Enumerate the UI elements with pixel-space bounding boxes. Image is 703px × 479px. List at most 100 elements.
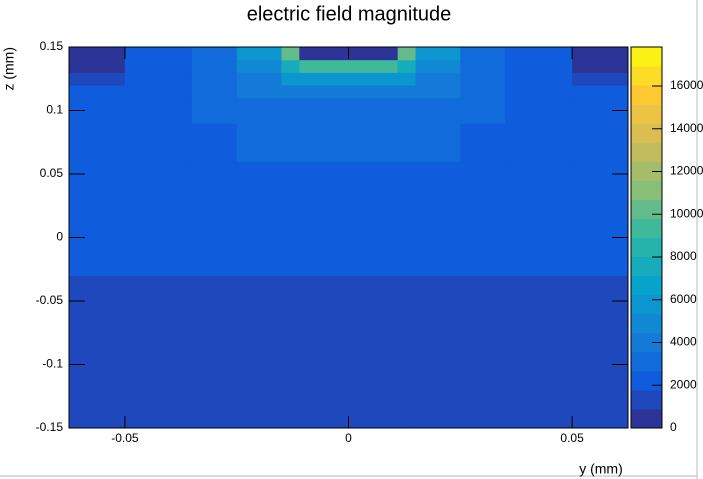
heatmap-cell xyxy=(281,237,300,277)
heatmap-cell xyxy=(191,47,238,61)
heatmap-cell xyxy=(415,72,461,86)
heatmap-cell xyxy=(505,59,573,73)
heatmap-cell xyxy=(124,97,193,124)
heatmap-cell xyxy=(505,161,573,238)
colorbar-cell xyxy=(631,389,662,410)
heatmap-cell xyxy=(281,59,300,73)
heatmap-cell xyxy=(236,275,282,429)
heatmap-cell xyxy=(415,123,461,162)
colorbar-cell xyxy=(631,408,662,429)
x-tick-label: 0.05 xyxy=(560,431,584,445)
heatmap-cell xyxy=(191,97,238,124)
heatmap-cell xyxy=(124,123,193,162)
heatmap-cell xyxy=(460,161,506,238)
heatmap-cell xyxy=(191,123,238,162)
x-tick-label: -0.05 xyxy=(111,431,139,445)
heatmap-cell xyxy=(124,237,193,277)
heatmap-cell xyxy=(236,72,282,86)
colorbar-tick-label: 14000 xyxy=(670,121,703,135)
heatmap-cell xyxy=(415,237,461,277)
heatmap-cell xyxy=(397,275,417,429)
heatmap-cell xyxy=(397,161,417,238)
colorbar-cell xyxy=(631,180,662,200)
heatmap-cell xyxy=(460,123,506,162)
heatmap-cell xyxy=(505,47,573,61)
y-tick-label: -0.1 xyxy=(42,357,63,371)
heatmap-cell xyxy=(236,237,282,277)
colorbar-tick-label: 2000 xyxy=(670,377,697,391)
heatmap-cell xyxy=(572,47,629,61)
colorbar-cell xyxy=(631,161,662,181)
colorbar-tick-label: 12000 xyxy=(670,164,703,178)
colorbar-cell xyxy=(631,104,662,124)
colorbar-cell xyxy=(631,294,662,315)
colorbar-cell xyxy=(631,237,662,258)
heatmap-cell xyxy=(191,72,238,86)
heatmap-cell xyxy=(397,97,417,124)
heatmap-cell xyxy=(281,275,300,429)
y-tick-label: -0.05 xyxy=(36,293,64,307)
heatmap-cell xyxy=(69,123,126,162)
y-tick-label: -0.15 xyxy=(36,420,64,434)
heatmap-cell xyxy=(397,72,417,86)
heatmap-cell xyxy=(299,275,399,429)
heatmap-cell xyxy=(572,123,629,162)
heatmap-cell xyxy=(397,85,417,99)
heatmap-cell xyxy=(572,72,629,86)
heatmap-cell xyxy=(415,59,461,73)
heatmap-cell xyxy=(397,123,417,162)
heatmap-cell xyxy=(124,59,193,73)
colorbar-cell xyxy=(631,218,662,238)
heatmap-cell xyxy=(505,237,573,277)
heatmap-cell xyxy=(460,47,506,61)
heatmap-cell xyxy=(505,72,573,86)
heatmap-cell xyxy=(460,237,506,277)
heatmap-cell xyxy=(236,97,282,124)
heatmap-cell xyxy=(191,161,238,238)
colorbar-cell xyxy=(631,66,662,86)
heatmap-cell xyxy=(505,275,573,429)
heatmap-cell xyxy=(124,161,193,238)
colorbar-cell xyxy=(631,275,662,296)
heatmap-cell xyxy=(236,59,282,73)
heatmap-cell xyxy=(415,97,461,124)
heatmap-cell xyxy=(124,47,193,61)
heatmap-cell xyxy=(236,47,282,61)
heatmap-cell xyxy=(415,161,461,238)
colorbar-tick-label: 6000 xyxy=(670,292,697,306)
heatmap-cell xyxy=(69,47,126,61)
colorbar-frame xyxy=(630,46,663,429)
heatmap-cell xyxy=(69,59,126,73)
heatmap-cell xyxy=(124,85,193,99)
y-tick-label: 0 xyxy=(56,230,63,244)
heatmap-cell xyxy=(236,85,282,99)
heatmap-cell xyxy=(460,72,506,86)
heatmap-cell xyxy=(281,161,300,238)
colorbar-cell xyxy=(631,370,662,391)
heatmap-cell xyxy=(460,275,506,429)
colorbar-tick-label: 10000 xyxy=(670,206,703,220)
heatmap-cell xyxy=(69,161,126,238)
x-tick-label: 0 xyxy=(345,431,352,445)
heatmap-cell xyxy=(281,97,300,124)
heatmap-cell xyxy=(397,47,417,61)
heatmap-cell xyxy=(572,275,629,429)
y-tick-label: 0.15 xyxy=(40,39,64,53)
heatmap-cell xyxy=(236,161,282,238)
colorbar-tick-label: 0 xyxy=(670,420,677,434)
heatmap-cell xyxy=(69,85,126,99)
heatmap-cell xyxy=(236,123,282,162)
colorbar-cell xyxy=(631,85,662,105)
y-tick-label: 0.1 xyxy=(46,103,63,117)
heatmap-cell xyxy=(281,123,300,162)
heatmap-cell xyxy=(572,237,629,277)
heatmap-cell xyxy=(69,275,126,429)
heatmap-cell xyxy=(505,123,573,162)
heatmap-cell xyxy=(299,72,399,86)
colorbar-tick-label: 16000 xyxy=(670,78,703,92)
heatmap-cell xyxy=(460,59,506,73)
heatmap-cell xyxy=(415,47,461,61)
heatmap-cell xyxy=(281,47,300,61)
heatmap-cell xyxy=(281,72,300,86)
